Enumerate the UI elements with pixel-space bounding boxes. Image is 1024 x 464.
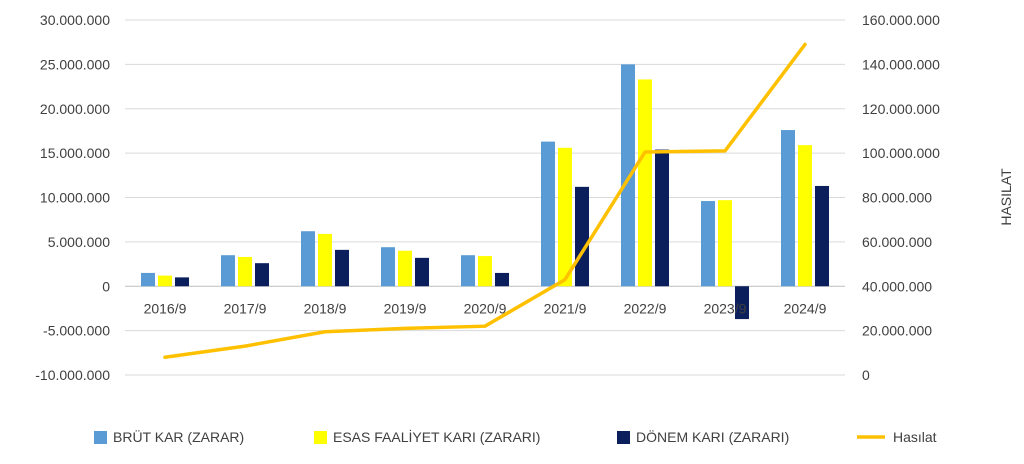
- legend-label: BRÜT KAR (ZARAR): [113, 428, 244, 445]
- right-tick-label: 0: [862, 367, 870, 383]
- bar-2-2022-9: [638, 79, 652, 287]
- bar-2-2018-9: [318, 233, 332, 287]
- left-tick-label: 10.000.000: [40, 190, 110, 206]
- hasilat-line: [163, 42, 807, 359]
- bar-1-2024-9: [781, 130, 795, 287]
- bar-2-2023-9: [718, 200, 732, 287]
- revenue-line: [163, 42, 807, 359]
- category-label: 2022/9: [624, 300, 667, 316]
- left-tick-label: -5.000.000: [43, 323, 110, 339]
- bar-2-2016-9: [158, 275, 172, 287]
- category-label: 2018/9: [304, 300, 347, 316]
- right-tick-label: 60.000.000: [862, 234, 932, 250]
- right-tick-label: 100.000.000: [862, 145, 940, 161]
- bar-3-2017-9: [255, 263, 269, 287]
- bar-2-2020-9: [478, 256, 492, 287]
- bar-3-2016-9: [175, 277, 189, 287]
- right-tick-label: 40.000.000: [862, 278, 932, 294]
- legend: BRÜT KAR (ZARAR) ESAS FAALİYET KARI (ZARA…: [94, 428, 937, 445]
- category-label: 2020/9: [464, 300, 507, 316]
- category-label: 2017/9: [224, 300, 267, 316]
- bar-3-2022-9: [655, 149, 669, 287]
- bar-2-2024-9: [798, 145, 812, 287]
- bars: [141, 64, 829, 320]
- right-axis-title: HASILAT: [998, 168, 1014, 226]
- bar-2-2021-9: [558, 147, 572, 287]
- right-tick-label: 140.000.000: [862, 56, 940, 72]
- bar-1-2021-9: [541, 141, 555, 287]
- left-tick-label: 25.000.000: [40, 56, 110, 72]
- bar-1-2016-9: [141, 272, 155, 287]
- category-label: 2019/9: [384, 300, 427, 316]
- bar-3-2020-9: [495, 272, 509, 287]
- bar-3-2019-9: [415, 257, 429, 287]
- right-tick-label: 160.000.000: [862, 12, 940, 28]
- category-label: 2021/9: [544, 300, 587, 316]
- right-tick-label: 80.000.000: [862, 190, 932, 206]
- legend-label: DÖNEM KARI (ZARARI): [636, 428, 789, 445]
- category-label: 2024/9: [784, 300, 827, 316]
- bar-1-2017-9: [221, 255, 235, 287]
- bar-2-2019-9: [398, 250, 412, 287]
- bar-3-2018-9: [335, 249, 349, 287]
- right-tick-label: 120.000.000: [862, 101, 940, 117]
- legend-label: Hasılat: [893, 429, 937, 445]
- legend-swatch: [314, 431, 327, 444]
- legend-swatch: [94, 431, 107, 444]
- bar-1-2019-9: [381, 247, 395, 287]
- category-labels: 2016/9 2017/9 2018/9 2019/9 2020/9 2021/9 2022…: [144, 300, 827, 316]
- bar-3-2021-9: [575, 186, 589, 287]
- gridlines: [125, 19, 845, 376]
- category-label: 2016/9: [144, 300, 187, 316]
- legend-label: ESAS FAALİYET KARI (ZARARI): [333, 428, 540, 445]
- left-tick-label: 30.000.000: [40, 12, 110, 28]
- left-axis-ticks: 30.000.000 25.000.000 20.000.000 15.000.000…: [35, 12, 110, 383]
- bar-1-2022-9: [621, 64, 635, 287]
- bar-1-2018-9: [301, 231, 315, 287]
- left-tick-label: 20.000.000: [40, 101, 110, 117]
- bar-3-2024-9: [815, 185, 829, 287]
- right-tick-label: 20.000.000: [862, 323, 932, 339]
- left-tick-label: 0: [102, 278, 110, 294]
- bar-2-2017-9: [238, 256, 252, 287]
- left-tick-label: 5.000.000: [48, 234, 110, 250]
- bar-1-2023-9: [701, 201, 715, 287]
- bar-3-2023-9: [735, 286, 749, 320]
- left-tick-label: -10.000.000: [35, 367, 110, 383]
- category-label: 2023/9: [704, 300, 747, 316]
- right-axis-ticks: 160.000.000 140.000.000 120.000.000 100.000…: [862, 12, 940, 383]
- legend-swatch: [617, 431, 630, 444]
- left-tick-label: 15.000.000: [40, 145, 110, 161]
- bar-1-2020-9: [461, 255, 475, 287]
